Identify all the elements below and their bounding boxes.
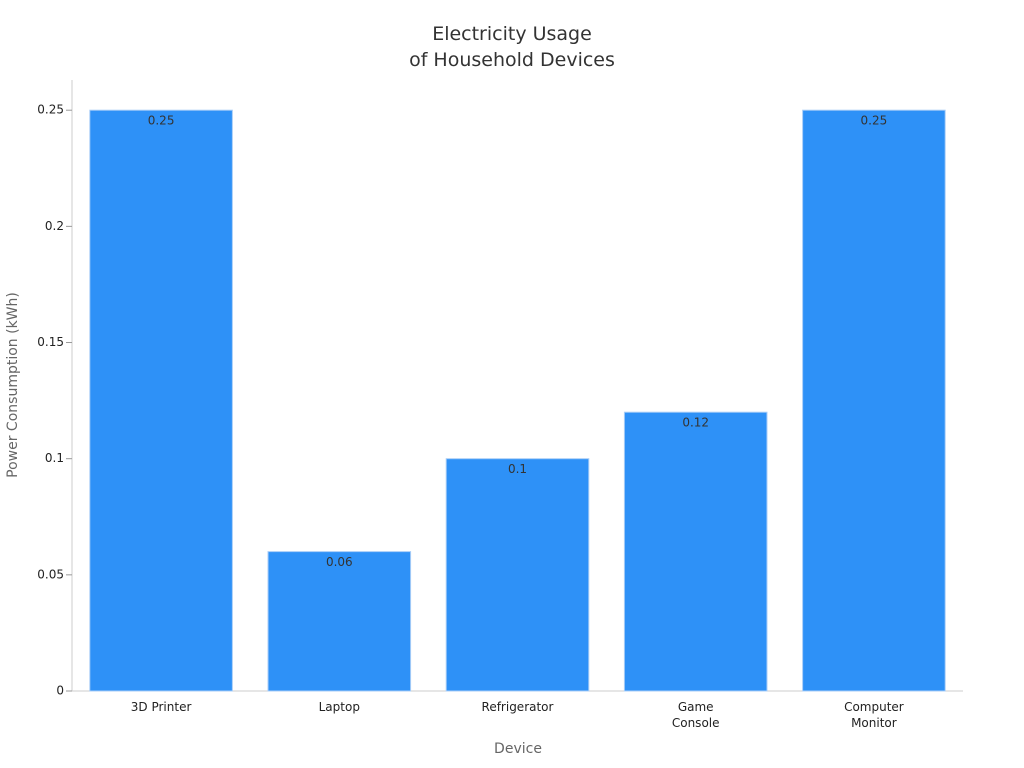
value-label: 0.06 [326,555,353,569]
y-axis-title: Power Consumption (kWh) [5,292,21,478]
bar [802,109,946,692]
value-label: 0.25 [861,114,888,128]
y-tick-label: 0.25 [37,103,64,117]
x-tick-label: 3D Printer [130,700,192,714]
y-tick-label: 0.1 [45,451,64,465]
x-tick-label: Laptop [318,700,360,714]
y-tick-label: 0.15 [37,335,64,349]
value-label: 0.1 [508,462,527,476]
value-label: 0.25 [148,114,175,128]
y-tick-label: 0.05 [37,567,64,581]
chart-title: Electricity Usage of Household Devices [409,23,615,71]
x-axis-title: Device [494,741,542,757]
x-tick-label: Game Console [671,700,720,730]
bar [267,551,412,692]
y-tick-label: 0.2 [45,219,64,233]
x-tick-label: Refrigerator [481,700,554,714]
y-tick-label: 0 [56,684,64,698]
bar [623,411,768,692]
x-tick-label: Computer Monitor [844,700,904,730]
bar [89,109,233,692]
value-label: 0.12 [682,416,709,430]
bar [445,458,590,692]
